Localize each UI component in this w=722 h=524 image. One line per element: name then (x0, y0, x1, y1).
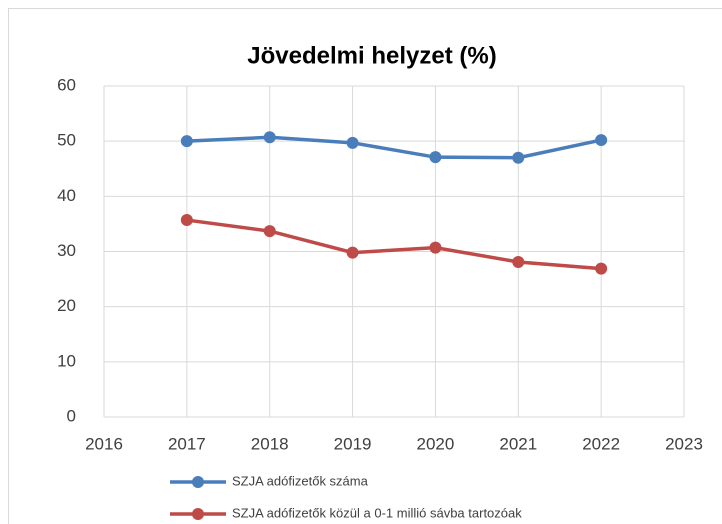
data-point (429, 151, 442, 164)
y-tick-label: 50 (57, 131, 76, 150)
data-point (429, 241, 442, 254)
x-tick-label: 2023 (665, 434, 703, 453)
data-point (263, 225, 276, 238)
y-tick-label: 40 (57, 186, 76, 205)
y-tick-label: 10 (57, 351, 76, 370)
data-point (595, 134, 608, 147)
legend-label: SZJA adófizetők közül a 0-1 millió sávba… (232, 505, 522, 520)
y-tick-label: 20 (57, 296, 76, 315)
data-point (512, 151, 525, 164)
legend-marker (192, 476, 204, 488)
x-tick-label: 2019 (334, 434, 372, 453)
y-tick-label: 0 (67, 406, 76, 425)
data-point (595, 262, 608, 275)
legend-label: SZJA adófizetők száma (232, 473, 369, 488)
legend-marker (192, 508, 204, 520)
data-point (180, 135, 193, 148)
data-point (346, 136, 359, 149)
y-tick-label: 60 (57, 75, 76, 94)
data-point (180, 214, 193, 227)
series-line (186, 218, 602, 271)
x-tick-label: 2021 (499, 434, 537, 453)
x-tick-label: 2017 (168, 434, 206, 453)
y-tick-label: 30 (57, 241, 76, 260)
x-tick-label: 2016 (85, 434, 123, 453)
data-point (263, 131, 276, 144)
data-point (346, 246, 359, 259)
x-tick-label: 2020 (417, 434, 455, 453)
x-tick-label: 2022 (582, 434, 620, 453)
x-tick-label: 2018 (251, 434, 289, 453)
data-point (512, 255, 525, 268)
series-line (186, 135, 602, 160)
chart-title: Jövedelmi helyzet (%) (247, 42, 496, 69)
